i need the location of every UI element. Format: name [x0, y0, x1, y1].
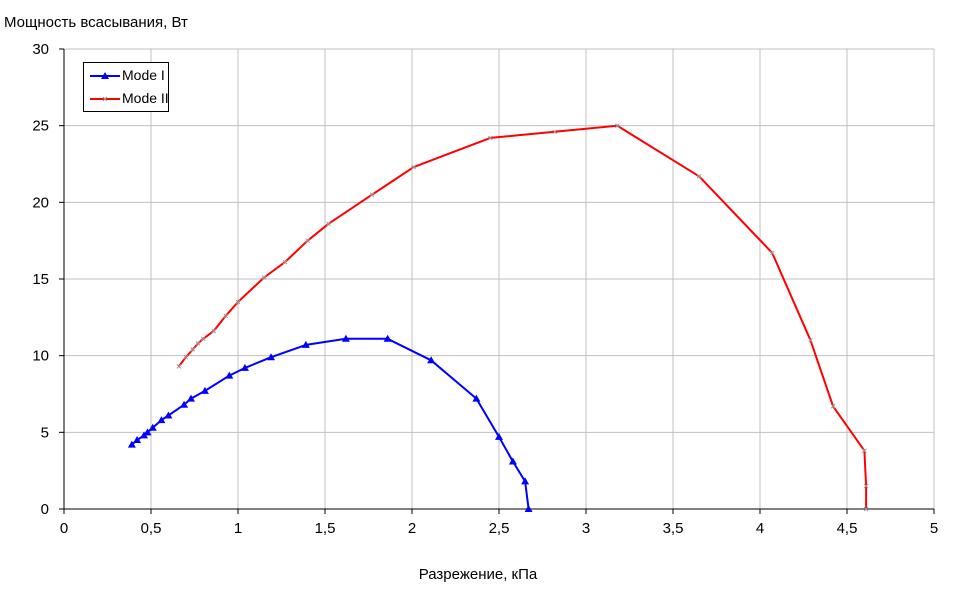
data-point: [383, 334, 392, 342]
x-tick-label: 4,5: [837, 520, 858, 537]
legend-item-series-0: Mode I: [84, 66, 170, 86]
data-point: [133, 436, 142, 443]
data-point: [326, 221, 331, 227]
axes: [59, 48, 935, 514]
y-tick-label: 15: [32, 271, 49, 288]
data-point: [240, 363, 249, 371]
legend-label-series-1: Mode II: [122, 90, 169, 106]
data-point: [176, 364, 182, 369]
data-point: [200, 386, 209, 394]
legend-swatch-series-1: [90, 96, 120, 102]
data-point: [696, 173, 702, 179]
x-tick-label: 2: [408, 520, 416, 537]
x-tick-label: 3,5: [663, 520, 684, 537]
data-point: [235, 299, 241, 305]
legend-label-series-0: Mode I: [122, 67, 165, 83]
data-point: [472, 394, 481, 402]
data-point: [808, 337, 813, 343]
y-tick-label: 25: [32, 118, 49, 135]
series-line-1: [178, 124, 868, 509]
y-tick-label: 30: [32, 41, 49, 58]
tick-labels: 0 0,5 1 1,5 2 2,5 3 3,5 4 4,5 5 0 5 10 15 20 25 30: [32, 41, 938, 537]
data-point: [180, 400, 189, 408]
x-tick-label: 1,5: [315, 520, 336, 537]
x-tick-label: 2,5: [489, 520, 510, 537]
data-point: [211, 328, 216, 334]
y-tick-label: 0: [41, 501, 49, 518]
data-point: [862, 448, 867, 454]
y-tick-label: 20: [32, 194, 49, 211]
data-point: [261, 275, 267, 280]
data-point: [495, 432, 503, 440]
legend-item-series-1: Mode II: [84, 89, 170, 109]
data-point: [164, 411, 173, 419]
data-point: [183, 354, 189, 360]
data-point: [223, 313, 229, 319]
series-line-0: [131, 337, 530, 510]
x-tick-label: 5: [930, 520, 938, 537]
series-1: [176, 123, 869, 512]
x-tick-label: 0,5: [141, 520, 162, 537]
data-point: [190, 347, 196, 352]
x-axis-label: Разрежение, кПа: [418, 566, 538, 583]
data-point: [614, 123, 620, 129]
data-point: [411, 164, 417, 170]
plot-area: [127, 123, 869, 512]
data-point: [487, 135, 493, 141]
data-point: [521, 477, 530, 485]
y-tick-label: 5: [41, 424, 49, 441]
x-tick-label: 1: [234, 520, 242, 537]
data-point: [863, 506, 869, 512]
x-tick-label: 0: [60, 520, 68, 537]
legend: Mode I Mode II: [83, 62, 169, 112]
data-point: [305, 238, 310, 244]
data-point: [524, 505, 533, 512]
data-point: [830, 403, 836, 409]
x-tick-label: 4: [756, 520, 764, 537]
y-axis-label: Мощность всасывания, Вт: [4, 14, 188, 31]
data-point: [282, 259, 288, 265]
data-point: [200, 336, 206, 342]
data-point: [369, 192, 375, 198]
data-point: [148, 423, 157, 431]
data-point: [157, 416, 166, 424]
data-point: [187, 394, 196, 402]
data-point: [195, 341, 201, 346]
data-point: [863, 483, 869, 489]
x-tick-label: 3: [582, 520, 590, 537]
data-point: [769, 250, 775, 256]
data-point: [427, 356, 436, 364]
data-point: [143, 428, 152, 436]
grid: [64, 48, 935, 509]
data-point: [301, 340, 310, 348]
data-point: [341, 334, 350, 342]
data-point: [225, 371, 234, 379]
data-point: [127, 440, 136, 448]
series-0: [127, 334, 533, 512]
data-point: [552, 129, 558, 135]
y-tick-label: 10: [32, 348, 49, 365]
legend-swatch-series-0: [90, 72, 120, 79]
data-point: [508, 457, 517, 465]
data-point: [267, 353, 276, 361]
